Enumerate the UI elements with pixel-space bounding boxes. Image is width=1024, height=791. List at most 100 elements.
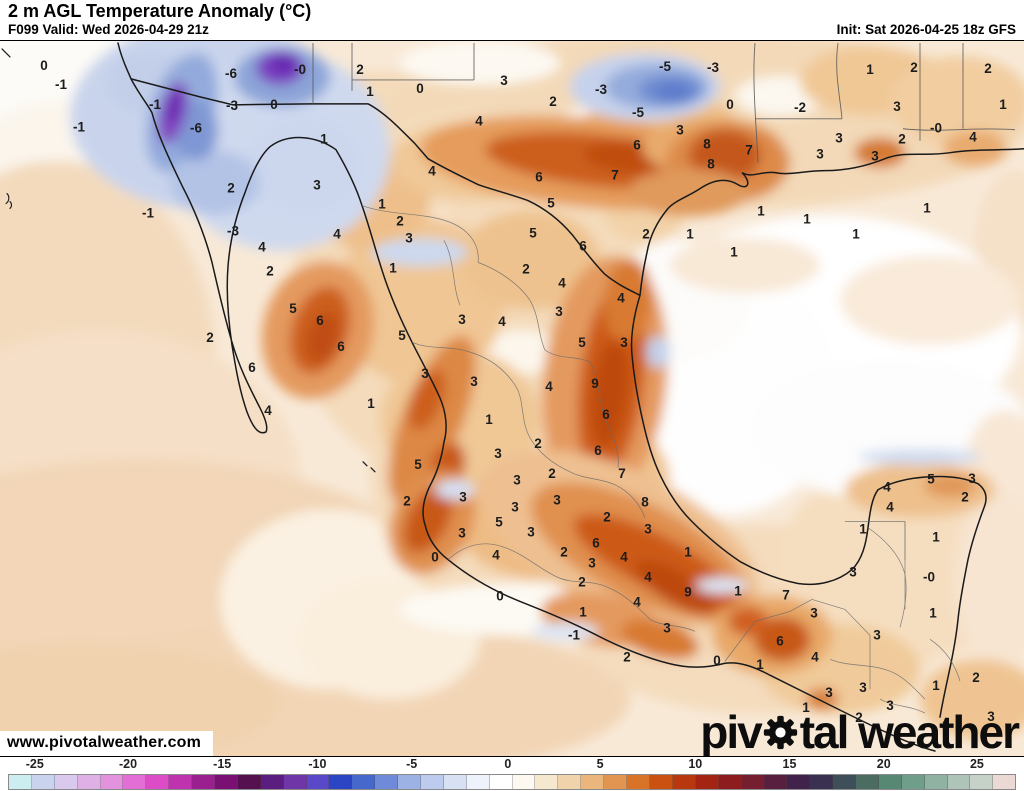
map-value-label: 9 bbox=[684, 584, 692, 599]
map-value-label: 0 bbox=[40, 58, 48, 73]
colorbar-segment bbox=[604, 775, 628, 789]
map-value-label: 4 bbox=[258, 239, 266, 254]
map-value-label: 7 bbox=[745, 143, 753, 158]
map-value-label: 1 bbox=[802, 700, 810, 715]
map-value-label: 2 bbox=[206, 330, 214, 345]
colorbar-segment bbox=[810, 775, 834, 789]
map-value-label: 9 bbox=[591, 376, 599, 391]
coastline-layer bbox=[1, 42, 1024, 752]
colorbar-segment bbox=[146, 775, 170, 789]
map-value-label: 3 bbox=[553, 493, 561, 508]
map-value-label: 2 bbox=[984, 61, 992, 76]
map-value-label: -6 bbox=[225, 66, 237, 81]
map-value-label: 3 bbox=[835, 131, 843, 146]
brand-logo-part2: tal weather bbox=[799, 706, 1020, 757]
map-value-label: 5 bbox=[398, 328, 406, 343]
colorbar-segment bbox=[443, 775, 467, 789]
map-value-label: 4 bbox=[883, 480, 891, 495]
map-value-label: 3 bbox=[893, 99, 901, 114]
colorbar-segment bbox=[512, 775, 536, 789]
map-value-label: 2 bbox=[396, 214, 404, 229]
map-value-label: 5 bbox=[578, 335, 586, 350]
colorbar-segment bbox=[352, 775, 376, 789]
map-value-label: 4 bbox=[475, 114, 483, 129]
colorbar-tick: 25 bbox=[969, 757, 984, 771]
map-value-label: 1 bbox=[859, 522, 867, 537]
map-value-label: -3 bbox=[227, 223, 239, 238]
map-value-label: 3 bbox=[458, 526, 466, 541]
colorbar-tick: -15 bbox=[213, 757, 232, 771]
map-value-label: 2 bbox=[356, 62, 364, 77]
map-value-label: 5 bbox=[414, 457, 422, 472]
temperature-anomaly-map-canvas[interactable]: 0-1-1-6 -0-1 -3 0-612 3-1-3 421 032-3-5-536474… bbox=[0, 41, 1024, 756]
map-value-label: 3 bbox=[816, 147, 824, 162]
map-value-label: 4 bbox=[492, 548, 500, 563]
map-value-label: 4 bbox=[633, 594, 641, 609]
map-value-label: 1 bbox=[756, 657, 764, 672]
map-value-label: 1 bbox=[730, 244, 738, 259]
map-value-label: 5 bbox=[547, 196, 555, 211]
colorbar-segment bbox=[398, 775, 422, 789]
colorbar-segment bbox=[558, 775, 582, 789]
map-value-label: 5 bbox=[529, 225, 537, 240]
map-container: 0 -1 -1 -6 -0 -1 -3 0 -6 1 2 3 -1 -3 4 2 1 0 3 2 -3 -5 -5 3 6 4 7 4… bbox=[0, 40, 1024, 757]
map-value-label: 2 bbox=[972, 670, 980, 685]
map-value-label: -0 bbox=[930, 121, 942, 136]
colorbar-segment bbox=[649, 775, 673, 789]
map-value-label: 0 bbox=[416, 81, 424, 96]
map-value-label: 4 bbox=[545, 379, 553, 394]
colorbar-segment bbox=[77, 775, 101, 789]
colorbar-segments bbox=[8, 774, 1016, 790]
colorbar-tick: -25 bbox=[25, 757, 44, 771]
map-value-label: 0 bbox=[496, 588, 504, 603]
brand-logo-part1: piv bbox=[700, 706, 762, 757]
watermark-link[interactable]: www.pivotalweather.com bbox=[0, 731, 214, 756]
map-value-label: 3 bbox=[555, 304, 563, 319]
map-value-label: 4 bbox=[620, 550, 628, 565]
map-value-label: -3 bbox=[226, 98, 238, 113]
map-value-label: 1 bbox=[366, 84, 374, 99]
map-value-label: 4 bbox=[333, 226, 341, 241]
map-value-label: 4 bbox=[428, 164, 436, 179]
colorbar-segment bbox=[100, 775, 124, 789]
map-value-label: 4 bbox=[886, 500, 894, 515]
colorbar-segment bbox=[260, 775, 284, 789]
map-value-label: 4 bbox=[498, 314, 506, 329]
map-value-label: 5 bbox=[927, 472, 935, 487]
map-value-label: 3 bbox=[871, 149, 879, 164]
map-value-label: 3 bbox=[459, 490, 467, 505]
map-value-label: 0 bbox=[726, 97, 734, 112]
colorbar-segment bbox=[718, 775, 742, 789]
colorbar-segment bbox=[237, 775, 261, 789]
mexican-state-borders-layer bbox=[361, 205, 961, 714]
map-value-label: 6 bbox=[592, 536, 600, 551]
colorbar-segment bbox=[581, 775, 605, 789]
state-borders-layer bbox=[312, 42, 1016, 163]
map-value-label: -1 bbox=[55, 77, 68, 92]
map-value-label: 3 bbox=[886, 698, 894, 713]
map-value-label: 2 bbox=[549, 94, 557, 109]
colorbar-segment bbox=[695, 775, 719, 789]
map-value-label: 3 bbox=[527, 525, 535, 540]
map-value-label: 5 bbox=[289, 301, 297, 316]
map-value-label: 1 bbox=[684, 545, 692, 560]
map-value-label: -0 bbox=[294, 62, 306, 77]
map-value-label: 3 bbox=[987, 709, 995, 724]
map-value-label: -1 bbox=[149, 97, 162, 112]
map-value-label: 3 bbox=[849, 565, 857, 580]
map-value-label: -6 bbox=[190, 121, 202, 136]
colorbar-segment bbox=[627, 775, 650, 789]
brand-logo[interactable]: piv tal weather bbox=[700, 706, 1020, 757]
map-value-label: 1 bbox=[932, 530, 940, 545]
colorbar-segment bbox=[123, 775, 147, 789]
colorbar-segment bbox=[375, 775, 399, 789]
map-value-label: 3 bbox=[588, 556, 596, 571]
map-value-label: 2 bbox=[898, 132, 906, 147]
map-value-label: 6 bbox=[316, 313, 324, 328]
map-value-label: 3 bbox=[620, 335, 628, 350]
map-value-label: 2 bbox=[578, 574, 586, 589]
map-value-label: 3 bbox=[458, 312, 466, 327]
map-value-label: 8 bbox=[707, 157, 715, 172]
map-value-label: 2 bbox=[522, 261, 530, 276]
colorbar-segment bbox=[947, 775, 971, 789]
